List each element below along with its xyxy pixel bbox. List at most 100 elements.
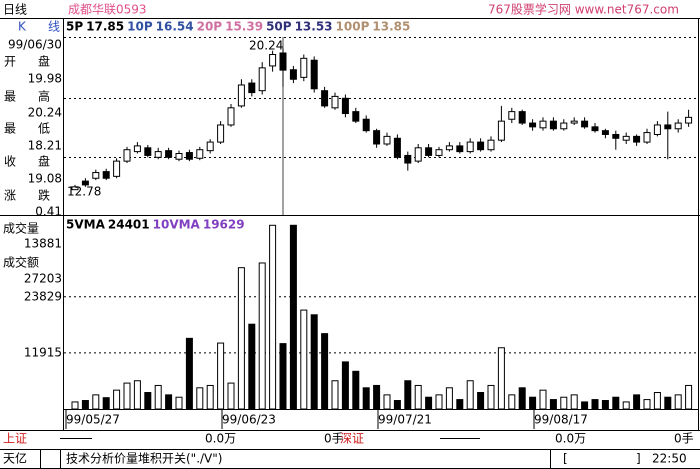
candle-body bbox=[310, 59, 318, 90]
candle-body bbox=[425, 147, 433, 156]
volume-bar bbox=[71, 401, 79, 410]
x-tick-label: 99/07/21 bbox=[378, 413, 432, 427]
volume-bar bbox=[445, 387, 453, 410]
volume-value: 13881 bbox=[24, 237, 62, 251]
candle-body bbox=[373, 130, 381, 145]
volume-bar bbox=[435, 394, 443, 410]
candle-body bbox=[258, 67, 266, 92]
volume-bar bbox=[414, 384, 422, 410]
volume-bar bbox=[175, 396, 183, 410]
candle-body bbox=[570, 120, 578, 124]
candle-body bbox=[165, 150, 173, 158]
candle-body bbox=[393, 137, 401, 158]
candle-body bbox=[414, 147, 422, 162]
volume-bar bbox=[341, 361, 349, 410]
volume-bar bbox=[393, 400, 401, 410]
volume-bar bbox=[81, 400, 89, 410]
candle-body bbox=[466, 141, 474, 153]
legend-name: 20P bbox=[197, 20, 223, 34]
legend-value: 17.85 bbox=[86, 20, 124, 34]
amount-label: 成交额 bbox=[3, 255, 39, 270]
stock-name: 成都华联0593 bbox=[68, 3, 147, 17]
candle-body bbox=[133, 145, 141, 153]
volume-bar bbox=[113, 389, 121, 410]
candle-body bbox=[560, 122, 568, 130]
candle-body bbox=[591, 126, 599, 132]
candle-body bbox=[269, 54, 277, 67]
candle-body bbox=[633, 135, 641, 143]
candle-body bbox=[529, 122, 537, 128]
volume-bar bbox=[144, 392, 152, 410]
info-value: 19.08 bbox=[28, 172, 62, 186]
volume-bar bbox=[508, 394, 516, 410]
volume-bar bbox=[206, 384, 214, 410]
candle-body bbox=[217, 124, 225, 143]
volume-bar bbox=[539, 389, 547, 410]
candle-body bbox=[487, 139, 495, 151]
candle-body bbox=[643, 132, 651, 143]
x-tick-label: 99/06/23 bbox=[222, 413, 276, 427]
y-tick-label: 11915 bbox=[24, 345, 62, 359]
period: 日线 bbox=[3, 3, 27, 17]
candle-body bbox=[154, 151, 162, 158]
index-amount: 0.0万 bbox=[205, 432, 236, 446]
candle-body bbox=[227, 107, 235, 126]
candle-body bbox=[123, 149, 131, 162]
candle-body bbox=[539, 120, 547, 129]
status-left: 天亿 bbox=[3, 451, 27, 466]
legend-name: 50P bbox=[266, 20, 292, 34]
legend-name: 10VMA bbox=[153, 218, 201, 232]
legend-name: 100P bbox=[336, 20, 370, 34]
volume-bar bbox=[217, 342, 225, 410]
bracket: ] bbox=[636, 452, 641, 466]
volume-bar bbox=[404, 380, 412, 410]
x-tick-label: 99/05/27 bbox=[66, 413, 120, 427]
candle-body bbox=[237, 84, 245, 107]
candle-body bbox=[445, 145, 453, 151]
y-tick-label: 23829 bbox=[24, 289, 62, 303]
volume-bar bbox=[185, 337, 193, 410]
site: 767股票学习网 www.net767.com bbox=[488, 2, 679, 17]
volume-bar bbox=[477, 392, 485, 410]
volume-bar bbox=[258, 262, 266, 410]
candle-body bbox=[300, 57, 308, 78]
volume-bar bbox=[154, 384, 162, 410]
candle-body bbox=[674, 122, 682, 130]
candle-body bbox=[581, 120, 589, 128]
candle-body bbox=[279, 52, 287, 71]
candle-body bbox=[362, 118, 370, 132]
candle-body bbox=[518, 111, 526, 124]
volume-bar bbox=[497, 347, 505, 410]
volume-bar bbox=[227, 382, 235, 410]
candle-body bbox=[653, 124, 661, 135]
volume-bar bbox=[269, 224, 277, 410]
index-name: 深证 bbox=[340, 432, 364, 446]
volume-bar bbox=[518, 387, 526, 410]
candle-body bbox=[289, 69, 297, 80]
volume-bar bbox=[279, 343, 287, 410]
volume-bar bbox=[289, 224, 297, 410]
status-switch[interactable]: 技术分析价量堆积开关("./V") bbox=[66, 452, 222, 466]
bracket: [ bbox=[563, 452, 568, 466]
legend-name: 5VMA bbox=[66, 218, 106, 232]
volume-bar bbox=[237, 267, 245, 410]
volume-bar bbox=[653, 392, 661, 410]
volume-bar bbox=[570, 394, 578, 410]
index-volume: 0手 bbox=[674, 432, 694, 446]
volume-bar bbox=[102, 397, 110, 410]
candle-body bbox=[601, 130, 609, 135]
candle-body bbox=[612, 133, 620, 139]
volume-bar bbox=[373, 384, 381, 410]
volume-bar bbox=[601, 400, 609, 410]
volume-bar bbox=[196, 387, 204, 410]
volume-bar bbox=[310, 314, 318, 410]
info-value: 18.21 bbox=[28, 139, 62, 153]
volume-bar bbox=[331, 380, 339, 410]
volume-bar bbox=[487, 384, 495, 410]
volume-bar bbox=[664, 396, 672, 410]
candle-body bbox=[435, 149, 443, 156]
candle-body bbox=[185, 152, 193, 160]
legend-name: 10P bbox=[127, 20, 153, 34]
candle-body bbox=[175, 153, 183, 160]
volume-bar bbox=[352, 370, 360, 410]
